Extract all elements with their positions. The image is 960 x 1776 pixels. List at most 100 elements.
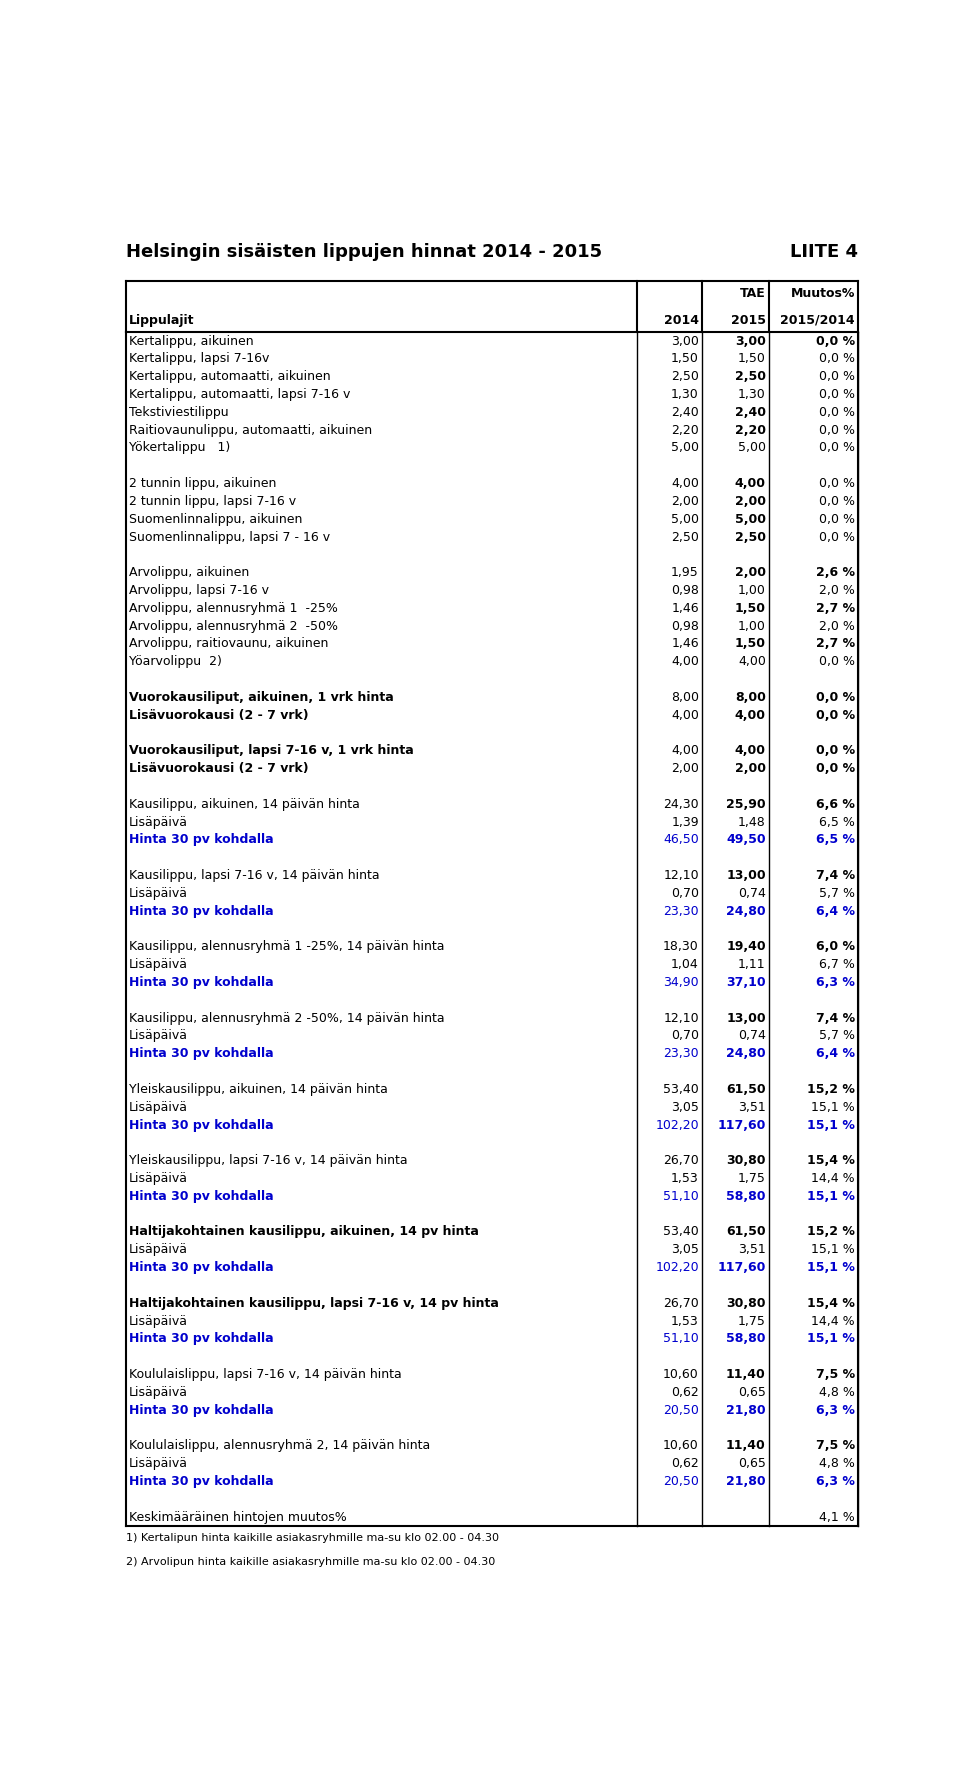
Text: 1,75: 1,75 <box>738 1172 766 1185</box>
Text: 0,0 %: 0,0 % <box>819 655 855 668</box>
Text: Kertalippu, automaatti, aikuinen: Kertalippu, automaatti, aikuinen <box>129 369 330 384</box>
Text: 0,0 %: 0,0 % <box>819 442 855 455</box>
Text: Arvolippu, raitiovaunu, aikuinen: Arvolippu, raitiovaunu, aikuinen <box>129 638 328 650</box>
Text: 7,4 %: 7,4 % <box>816 868 855 883</box>
Text: Yöarvolippu  2): Yöarvolippu 2) <box>129 655 222 668</box>
Text: 0,0 %: 0,0 % <box>819 424 855 437</box>
Text: 14,4 %: 14,4 % <box>811 1172 855 1185</box>
Text: 3,05: 3,05 <box>671 1243 699 1256</box>
Text: 0,0 %: 0,0 % <box>816 762 855 774</box>
Text: 4,8 %: 4,8 % <box>819 1385 855 1399</box>
Text: 10,60: 10,60 <box>663 1439 699 1453</box>
Text: Kausilippu, aikuinen, 14 päivän hinta: Kausilippu, aikuinen, 14 päivän hinta <box>129 797 360 812</box>
Text: 7,5 %: 7,5 % <box>816 1368 855 1382</box>
Text: 0,74: 0,74 <box>738 1030 766 1043</box>
Text: 1,95: 1,95 <box>671 567 699 579</box>
Text: Arvolippu, aikuinen: Arvolippu, aikuinen <box>129 567 250 579</box>
Text: 0,0 %: 0,0 % <box>816 744 855 757</box>
Text: 4,00: 4,00 <box>671 744 699 757</box>
Text: 1,46: 1,46 <box>671 638 699 650</box>
Text: 1,53: 1,53 <box>671 1172 699 1185</box>
Text: 6,3 %: 6,3 % <box>816 977 855 989</box>
Text: 5,00: 5,00 <box>734 513 766 526</box>
Text: Haltijakohtainen kausilippu, lapsi 7-16 v, 14 pv hinta: Haltijakohtainen kausilippu, lapsi 7-16 … <box>129 1296 499 1309</box>
Text: Lisäpäivä: Lisäpäivä <box>129 1243 188 1256</box>
Text: 61,50: 61,50 <box>726 1083 766 1096</box>
Text: 1,53: 1,53 <box>671 1314 699 1327</box>
Text: 0,0 %: 0,0 % <box>819 496 855 508</box>
Text: 2015: 2015 <box>731 314 766 327</box>
Text: 21,80: 21,80 <box>726 1403 766 1417</box>
Text: 25,90: 25,90 <box>726 797 766 812</box>
Text: 2 tunnin lippu, aikuinen: 2 tunnin lippu, aikuinen <box>129 478 276 490</box>
Text: 2) Arvolipun hinta kaikille asiakasryhmille ma-su klo 02.00 - 04.30: 2) Arvolipun hinta kaikille asiakasryhmi… <box>126 1558 495 1568</box>
Text: 5,00: 5,00 <box>671 442 699 455</box>
Text: 19,40: 19,40 <box>726 940 766 954</box>
Text: Kertalippu, automaatti, lapsi 7-16 v: Kertalippu, automaatti, lapsi 7-16 v <box>129 387 350 401</box>
Text: 1,50: 1,50 <box>738 352 766 366</box>
Text: 0,0 %: 0,0 % <box>816 334 855 348</box>
Text: 1,04: 1,04 <box>671 959 699 971</box>
Text: 2014: 2014 <box>663 314 699 327</box>
Text: 30,80: 30,80 <box>727 1154 766 1167</box>
Text: 49,50: 49,50 <box>726 833 766 847</box>
Text: 0,0 %: 0,0 % <box>819 387 855 401</box>
Text: 11,40: 11,40 <box>726 1368 766 1382</box>
Text: Lisäpäivä: Lisäpäivä <box>129 815 188 829</box>
Text: 102,20: 102,20 <box>656 1261 699 1273</box>
Text: Arvolippu, alennusryhmä 2  -50%: Arvolippu, alennusryhmä 2 -50% <box>129 620 338 632</box>
Text: Suomenlinnalippu, aikuinen: Suomenlinnalippu, aikuinen <box>129 513 302 526</box>
Text: Koululaislippu, alennusryhmä 2, 14 päivän hinta: Koululaislippu, alennusryhmä 2, 14 päivä… <box>129 1439 430 1453</box>
Text: Hinta 30 pv kohdalla: Hinta 30 pv kohdalla <box>129 1261 274 1273</box>
Text: 1,30: 1,30 <box>671 387 699 401</box>
Text: 5,00: 5,00 <box>738 442 766 455</box>
Text: Lisävuorokausi (2 - 7 vrk): Lisävuorokausi (2 - 7 vrk) <box>129 709 308 721</box>
Text: Arvolippu, lapsi 7-16 v: Arvolippu, lapsi 7-16 v <box>129 584 269 597</box>
Text: LIITE 4: LIITE 4 <box>790 243 858 261</box>
Text: Yökertalippu   1): Yökertalippu 1) <box>129 442 230 455</box>
Text: Muutos%: Muutos% <box>791 288 855 300</box>
Text: Keskimääräinen hintojen muutos%: Keskimääräinen hintojen muutos% <box>129 1511 347 1524</box>
Text: Hinta 30 pv kohdalla: Hinta 30 pv kohdalla <box>129 833 274 847</box>
Text: 4,1 %: 4,1 % <box>819 1511 855 1524</box>
Text: 2,50: 2,50 <box>671 369 699 384</box>
Text: 18,30: 18,30 <box>663 940 699 954</box>
Text: 13,00: 13,00 <box>726 1012 766 1025</box>
Text: 0,62: 0,62 <box>671 1456 699 1471</box>
Text: Raitiovaunulippu, automaatti, aikuinen: Raitiovaunulippu, automaatti, aikuinen <box>129 424 372 437</box>
Text: 12,10: 12,10 <box>663 1012 699 1025</box>
Text: 0,0 %: 0,0 % <box>819 478 855 490</box>
Text: Yleiskausilippu, lapsi 7-16 v, 14 päivän hinta: Yleiskausilippu, lapsi 7-16 v, 14 päivän… <box>129 1154 408 1167</box>
Text: 4,00: 4,00 <box>734 709 766 721</box>
Text: Hinta 30 pv kohdalla: Hinta 30 pv kohdalla <box>129 904 274 918</box>
Text: 8,00: 8,00 <box>671 691 699 703</box>
Text: 6,5 %: 6,5 % <box>816 833 855 847</box>
Text: 2,0 %: 2,0 % <box>819 620 855 632</box>
Text: 0,0 %: 0,0 % <box>819 352 855 366</box>
Text: Vuorokausiliput, aikuinen, 1 vrk hinta: Vuorokausiliput, aikuinen, 1 vrk hinta <box>129 691 394 703</box>
Text: 2,00: 2,00 <box>734 567 766 579</box>
Text: 6,3 %: 6,3 % <box>816 1403 855 1417</box>
Text: Helsingin sisäisten lippujen hinnat 2014 - 2015: Helsingin sisäisten lippujen hinnat 2014… <box>126 243 602 261</box>
Text: 6,4 %: 6,4 % <box>816 904 855 918</box>
Text: 3,05: 3,05 <box>671 1101 699 1114</box>
Text: Hinta 30 pv kohdalla: Hinta 30 pv kohdalla <box>129 977 274 989</box>
Text: 2015/2014: 2015/2014 <box>780 314 855 327</box>
Text: 4,00: 4,00 <box>738 655 766 668</box>
Text: 5,00: 5,00 <box>671 513 699 526</box>
Text: 117,60: 117,60 <box>717 1261 766 1273</box>
Text: Vuorokausiliput, lapsi 7-16 v, 1 vrk hinta: Vuorokausiliput, lapsi 7-16 v, 1 vrk hin… <box>129 744 414 757</box>
Text: 26,70: 26,70 <box>663 1154 699 1167</box>
Text: 2,7 %: 2,7 % <box>816 638 855 650</box>
Text: Lisäpäivä: Lisäpäivä <box>129 1030 188 1043</box>
Text: Haltijakohtainen kausilippu, aikuinen, 14 pv hinta: Haltijakohtainen kausilippu, aikuinen, 1… <box>129 1225 479 1238</box>
Text: Kertalippu, aikuinen: Kertalippu, aikuinen <box>129 334 253 348</box>
Text: 61,50: 61,50 <box>726 1225 766 1238</box>
Text: 20,50: 20,50 <box>663 1403 699 1417</box>
Text: 2,50: 2,50 <box>671 531 699 543</box>
Text: 23,30: 23,30 <box>663 1048 699 1060</box>
Text: 15,1 %: 15,1 % <box>811 1101 855 1114</box>
Text: Suomenlinnalippu, lapsi 7 - 16 v: Suomenlinnalippu, lapsi 7 - 16 v <box>129 531 330 543</box>
Text: 14,4 %: 14,4 % <box>811 1314 855 1327</box>
Text: 1,00: 1,00 <box>738 584 766 597</box>
